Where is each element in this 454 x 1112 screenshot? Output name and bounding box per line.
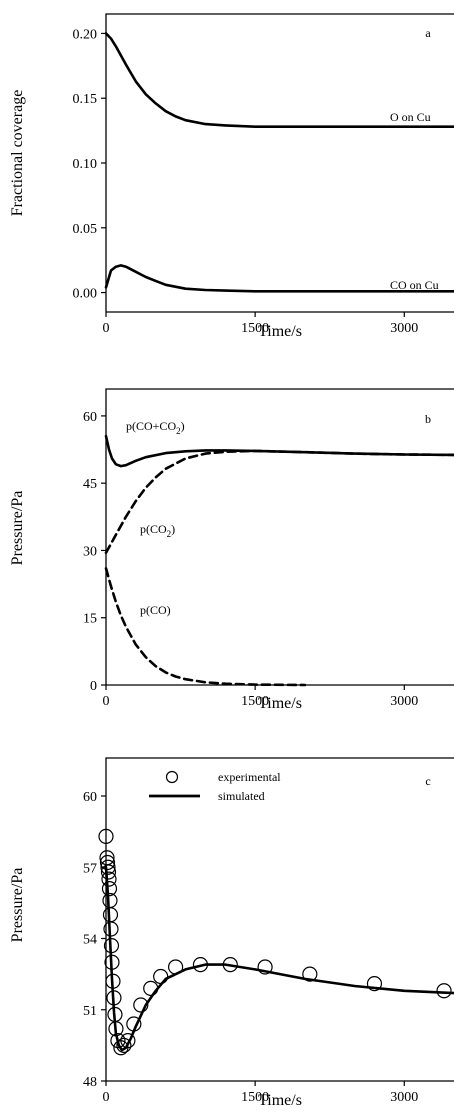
p-co2-label: p(CO2) [140, 522, 175, 539]
panel-a-plot-area: 0.00 0.05 0.10 0.15 0.20 0 1500 3000 [73, 13, 454, 336]
data-point-experimental [366, 976, 383, 992]
co-on-cu-label: CO on Cu [390, 278, 439, 292]
x-tick-label: 3000 [390, 694, 418, 709]
series-line-co-on-cu [104, 264, 454, 293]
panel-b-axes-frame [105, 388, 454, 686]
panel-b-letter: b [425, 412, 431, 426]
y-tick-label: 0.00 [73, 287, 98, 302]
panel-b-plot-area: 0 15 30 45 60 0 1500 3000 [83, 388, 454, 709]
series-line-p-co [104, 449, 454, 554]
panel-a-axes-frame [105, 13, 454, 313]
data-point-experimental [98, 828, 114, 844]
data-point-experimental [436, 983, 452, 999]
legend: experimental simulated [149, 770, 281, 803]
x-tick-label: 0 [103, 1090, 110, 1105]
x-tick-label: 0 [103, 321, 110, 336]
legend-simulated-label: simulated [218, 789, 265, 803]
data-point-experimental [100, 859, 116, 875]
x-tick-label: 1500 [241, 694, 269, 709]
data-point-experimental [101, 881, 118, 897]
panel-a-ylabel: Fractional coverage [9, 90, 26, 217]
data-point-experimental [143, 980, 159, 996]
y-tick-label: 15 [83, 612, 97, 627]
series-line-simulated [104, 866, 454, 1052]
panel-c: 48 51 54 57 60 0 1500 3000 c experimental simul… [9, 757, 454, 1109]
data-point-experimental [257, 959, 273, 975]
legend-experimental-label: experimental [218, 770, 281, 784]
p-co-label: p(CO) [140, 603, 171, 617]
data-point-experimental [153, 968, 169, 985]
data-point-experimental [99, 854, 116, 871]
y-tick-label: 30 [83, 544, 97, 559]
data-point-experimental [133, 997, 149, 1013]
data-point-experimental [110, 1033, 126, 1049]
panel-c-ylabel: Pressure/Pa [9, 868, 26, 943]
y-tick-label: 48 [83, 1075, 97, 1090]
x-tick-label: 1500 [241, 1090, 269, 1105]
y-tick-label: 0.15 [73, 92, 98, 107]
data-point-experimental [101, 871, 117, 887]
x-tick-label: 1500 [241, 321, 269, 336]
y-tick-label: 0.20 [73, 27, 98, 42]
y-tick-label: 45 [83, 477, 97, 492]
y-tick-label: 60 [83, 410, 97, 425]
panel-b-ylabel: Pressure/Pa [9, 491, 26, 566]
panel-b: 0 15 30 45 60 0 1500 3000 b p(CO+CO2) p(CO2) p(… [9, 388, 454, 712]
panel-c-axes-frame [105, 757, 454, 1082]
y-tick-label: 51 [83, 1004, 97, 1019]
panel-c-xlabel: Time/s [258, 1092, 302, 1109]
panel-a: 0.000.050.100.150.200 1500 3000 a O on Cu … [9, 13, 454, 340]
y-tick-label: 54 [83, 933, 97, 948]
panel-a-xlabel: Time/s [258, 323, 302, 340]
data-point-experimental [120, 1033, 136, 1049]
series-line-o-on-cu [104, 32, 454, 128]
series-line-p-co [104, 567, 307, 687]
y-tick-label: 57 [83, 861, 97, 876]
x-tick-label: 0 [103, 694, 110, 709]
x-tick-label: 3000 [390, 1090, 418, 1105]
data-point-experimental [100, 864, 117, 880]
p-co-co2-label: p(CO+CO2) [126, 419, 185, 436]
x-tick-label: 3000 [390, 321, 418, 336]
panel-c-letter: c [425, 774, 430, 788]
panel-c-plot-area: 48 51 54 57 60 0 1500 3000 [83, 757, 454, 1105]
y-tick-label: 0.10 [73, 157, 98, 172]
panel-a-letter: a [425, 26, 431, 40]
legend-experimental-marker [165, 770, 179, 784]
o-on-cu-label: O on Cu [390, 110, 431, 124]
y-tick-label: 60 [83, 790, 97, 805]
panel-b-xlabel: Time/s [258, 695, 302, 712]
data-point-experimental [302, 966, 318, 982]
data-point-experimental [116, 1037, 132, 1053]
y-tick-label: 0.05 [73, 222, 98, 237]
y-tick-label: 0 [90, 679, 97, 694]
